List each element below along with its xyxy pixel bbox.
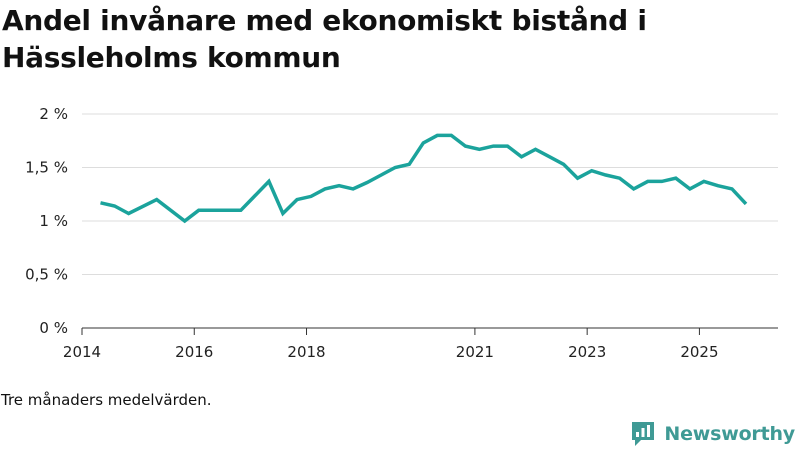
data-point	[520, 155, 523, 158]
y-tick-label: 0,5 %	[25, 266, 68, 284]
y-tick-labels: 0 % 0,5 % 1 % 1,5 % 2 %	[25, 105, 68, 337]
data-point	[211, 209, 214, 212]
data-point	[688, 187, 691, 190]
data-point	[183, 220, 186, 223]
data-point	[576, 177, 579, 180]
data-point	[352, 187, 355, 190]
data-point	[562, 163, 565, 166]
data-point	[450, 134, 453, 137]
x-tick-label: 2014	[63, 343, 101, 361]
x-tick-label: 2023	[568, 343, 606, 361]
data-point	[422, 141, 425, 144]
data-point	[534, 148, 537, 151]
data-point	[632, 187, 635, 190]
y-tick-label: 1,5 %	[25, 159, 68, 177]
data-point	[492, 145, 495, 148]
data-point	[324, 187, 327, 190]
data-point	[380, 174, 383, 177]
data-point	[478, 148, 481, 151]
x-tick-label: 2021	[456, 343, 494, 361]
data-point	[731, 187, 734, 190]
y-tick-label: 2 %	[39, 105, 68, 123]
data-point	[408, 163, 411, 166]
y-gridlines	[82, 113, 778, 275]
data-point	[239, 209, 242, 212]
data-point	[702, 180, 705, 183]
y-tick-label: 1 %	[39, 212, 68, 230]
data-point	[296, 198, 299, 201]
data-point	[716, 184, 719, 187]
x-tick-labels: 2014 2016 2018 2021 2023 2025	[63, 343, 719, 361]
newsworthy-brand: Newsworthy	[630, 420, 795, 448]
data-point	[394, 166, 397, 169]
x-tick-label: 2025	[680, 343, 718, 361]
data-point	[127, 212, 130, 215]
data-point	[225, 209, 228, 212]
newsworthy-logo-icon	[632, 422, 655, 446]
data-point	[99, 201, 102, 204]
data-point	[674, 177, 677, 180]
brand-name: Newsworthy	[664, 423, 795, 445]
data-point	[646, 180, 649, 183]
data-point	[436, 134, 439, 137]
data-point	[548, 155, 551, 158]
data-point	[590, 169, 593, 172]
data-point	[155, 198, 158, 201]
data-point	[464, 145, 467, 148]
x-ticks	[81, 328, 700, 335]
footnote: Tre månaders medelvärden.	[1, 391, 212, 409]
y-tick-label: 0 %	[39, 319, 68, 337]
data-point	[338, 184, 341, 187]
data-point	[618, 177, 621, 180]
data-point	[366, 181, 369, 184]
data-point	[267, 180, 270, 183]
data-point	[281, 212, 284, 215]
data-series	[99, 133, 748, 224]
data-point	[745, 202, 748, 205]
chart-title: Andel invånare med ekonomiskt bistånd i …	[2, 4, 647, 74]
x-tick-label: 2018	[287, 343, 325, 361]
series-line	[100, 133, 748, 224]
data-point	[197, 209, 200, 212]
data-point	[506, 145, 509, 148]
x-tick-label: 2016	[175, 343, 213, 361]
data-point	[310, 195, 313, 198]
data-point	[660, 180, 663, 183]
data-point	[113, 205, 116, 208]
data-point	[604, 174, 607, 177]
